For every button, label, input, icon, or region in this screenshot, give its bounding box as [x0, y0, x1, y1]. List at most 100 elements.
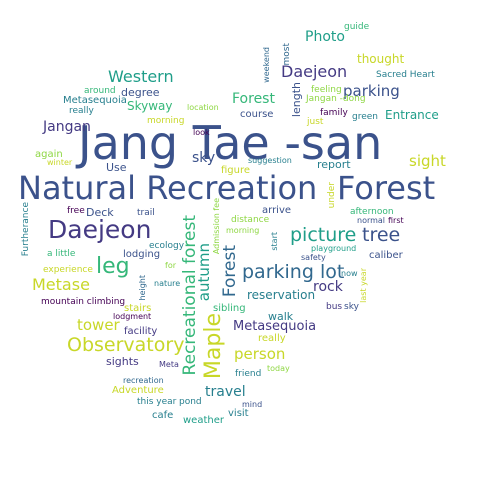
word: Deck	[86, 206, 114, 219]
word: around	[84, 86, 116, 96]
word: facility	[124, 326, 158, 337]
word: for	[165, 261, 176, 270]
word: bus	[326, 302, 343, 312]
word: Meta	[159, 360, 179, 369]
word: free	[67, 206, 85, 216]
word: mountain climbing	[41, 297, 126, 307]
word: caliber	[369, 250, 403, 261]
word: Jang Tae -san	[78, 116, 383, 170]
word: Forest	[220, 245, 240, 298]
word: leg	[96, 254, 130, 279]
word: Jangan -dong	[306, 94, 366, 104]
word: cafe	[152, 410, 174, 421]
word: Maple	[201, 313, 226, 380]
word: Metasequoia	[233, 319, 317, 334]
word: Daejeon	[48, 215, 152, 244]
word: green	[352, 112, 378, 122]
word: nature	[154, 279, 181, 288]
word: suggestion	[248, 156, 292, 165]
word: stairs	[124, 303, 152, 314]
word: person	[234, 345, 286, 363]
word: figure	[221, 165, 251, 176]
word: parking lot	[242, 261, 345, 283]
word: today	[267, 364, 290, 373]
word: picture	[290, 224, 357, 246]
word: guide	[344, 22, 370, 32]
word: playground	[311, 244, 357, 253]
word: degree	[121, 86, 160, 99]
word: reservation	[247, 288, 316, 302]
word: lodging	[123, 249, 161, 260]
word: visit	[228, 408, 249, 419]
word: ecology	[149, 241, 185, 251]
word: trail	[137, 208, 155, 218]
word: morning	[226, 226, 260, 235]
word: mind	[242, 400, 263, 409]
word: friend	[235, 369, 262, 379]
word: Furtherance	[21, 202, 31, 257]
word: sibling	[213, 303, 246, 314]
word: sight	[409, 152, 446, 170]
word: most	[282, 43, 292, 66]
word: Sacred Heart	[376, 70, 435, 80]
word: rock	[313, 279, 343, 295]
word: Admission fee	[212, 198, 221, 255]
word: normal	[357, 216, 386, 225]
word: Western	[108, 67, 174, 86]
word: Photo	[305, 29, 345, 45]
word: under	[327, 182, 337, 209]
word: thought	[357, 52, 405, 66]
word: again	[35, 149, 63, 160]
word: weekend	[262, 47, 271, 83]
word: experience	[43, 265, 93, 275]
word: Use	[106, 161, 127, 174]
word: height	[138, 275, 147, 301]
word: length	[290, 82, 303, 118]
word: distance	[231, 215, 270, 225]
word: location	[187, 103, 219, 112]
word: Metase	[32, 275, 90, 294]
word: Observatory	[67, 334, 185, 356]
word: travel	[205, 384, 246, 400]
word: Forest	[232, 91, 275, 107]
word: this year	[137, 397, 177, 407]
word: now	[341, 269, 358, 278]
word: Metasequoia	[63, 95, 127, 106]
word: weather	[183, 415, 224, 426]
word: sky	[192, 150, 216, 166]
word: Adventure	[112, 385, 164, 396]
word: look	[193, 128, 210, 137]
word: Natural Recreation	[18, 169, 318, 207]
word: Daejeon	[281, 62, 348, 81]
word: really	[258, 333, 286, 344]
word: winter	[47, 158, 73, 167]
word: family	[320, 108, 348, 118]
word: report	[317, 158, 351, 171]
word: start	[270, 232, 279, 251]
word: parking	[343, 82, 400, 100]
word: recreation	[123, 376, 164, 385]
word: afternoon	[350, 207, 394, 217]
word: lodgment	[113, 312, 152, 321]
word: Entrance	[385, 108, 439, 122]
word: really	[69, 106, 94, 116]
word: Forest	[337, 169, 436, 207]
word: pond	[179, 397, 202, 407]
word: safety	[301, 253, 326, 262]
word: tree	[362, 224, 401, 246]
word: course	[240, 109, 274, 120]
word: arrive	[262, 205, 292, 216]
word: just	[307, 117, 324, 127]
word: sights	[106, 355, 139, 368]
word: sky	[344, 302, 359, 312]
word: walk	[268, 310, 294, 323]
word: tower	[77, 316, 120, 334]
word: Skyway	[127, 99, 173, 113]
word: Jangan	[43, 119, 91, 135]
word: morning	[147, 116, 185, 126]
word: first	[388, 216, 404, 225]
word: feeling	[311, 85, 342, 95]
word: last year	[359, 268, 368, 303]
word: autumn	[195, 243, 213, 302]
